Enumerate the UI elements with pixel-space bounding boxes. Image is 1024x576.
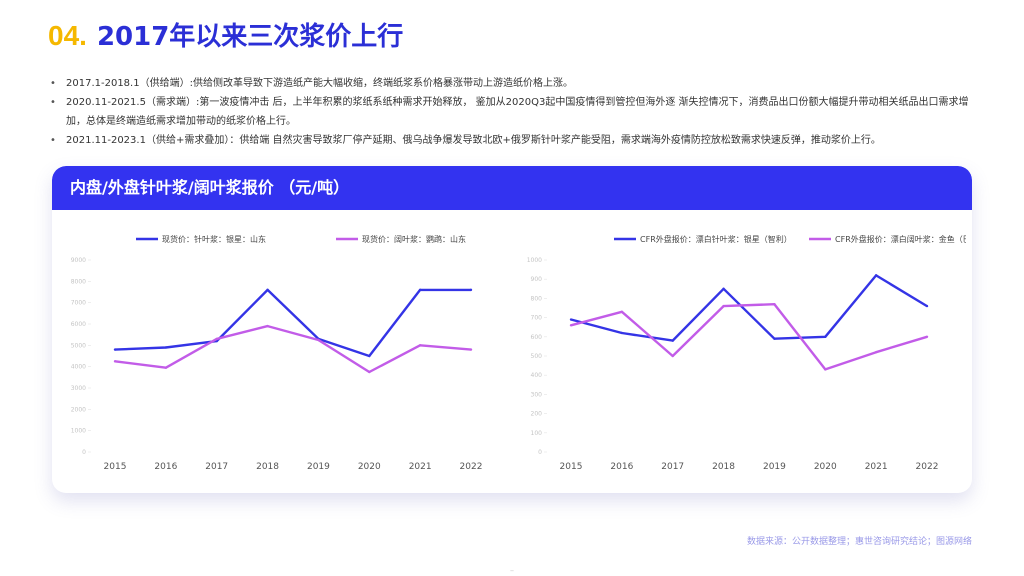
y-tick-label: 1000 bbox=[71, 428, 86, 435]
data-point bbox=[722, 287, 725, 290]
y-tick-label: 900 bbox=[531, 276, 543, 283]
x-tick-label: 2015 bbox=[104, 462, 127, 472]
domestic-price-chart-svg: 现货价：针叶浆：银星：山东 现货价：阔叶浆：鹦鹉：山东 0 1000 2000 3000 4… bbox=[71, 234, 483, 472]
y-tick-label: 800 bbox=[531, 295, 543, 302]
series-line bbox=[570, 274, 928, 342]
x-tick-label: 2020 bbox=[358, 462, 381, 472]
data-source-note: 数据来源：公开数据整理；惠世咨询研究结论；图源网络 bbox=[746, 537, 972, 547]
y-tick-label: 3000 bbox=[71, 385, 86, 392]
y-tick-label: 500 bbox=[531, 353, 543, 360]
legend-label: 现货价：针叶浆：银星：山东 bbox=[162, 234, 266, 244]
page-header: 04. 2017年以来三次浆价上行 bbox=[48, 16, 403, 53]
x-tick-label: 2022 bbox=[460, 462, 483, 472]
y-tick-label: 9000 bbox=[71, 257, 86, 264]
series-line bbox=[114, 288, 471, 358]
data-point bbox=[215, 337, 218, 341]
data-point bbox=[113, 348, 117, 351]
y-tick-label: 0 bbox=[82, 449, 86, 456]
data-point bbox=[925, 304, 929, 308]
domestic-price-chart: 现货价：针叶浆：银星：山东 现货价：阔叶浆：鹦鹉：山东 0 1000 2000 3000 4… bbox=[58, 210, 510, 490]
x-tick-label: 2019 bbox=[763, 462, 786, 472]
bullet-list: 2017.1-2018.1（供给端）:供给侧改革导致下游造纸产能大幅收缩，终端纸… bbox=[48, 74, 978, 150]
x-tick-label: 2019 bbox=[307, 462, 330, 472]
x-tick-label: 2016 bbox=[154, 462, 177, 472]
data-point bbox=[824, 335, 827, 338]
x-tick-label: 2021 bbox=[865, 462, 888, 472]
y-tick-label: 6000 bbox=[71, 321, 86, 328]
y-tick-label: 0 bbox=[538, 449, 542, 456]
data-point bbox=[368, 354, 371, 358]
data-point bbox=[113, 360, 117, 363]
bullet-item: 2021.11-2023.1（供给+需求叠加）：供给端 自然灾害导致浆厂停产延期… bbox=[48, 131, 978, 150]
x-tick-label: 2020 bbox=[814, 462, 837, 472]
data-point bbox=[874, 274, 878, 277]
data-point bbox=[773, 337, 776, 340]
data-point bbox=[368, 370, 371, 374]
data-point bbox=[671, 339, 674, 342]
legend-label: CFR外盘报价：漂白阔叶浆：金鱼（巴西） bbox=[835, 234, 966, 244]
data-point bbox=[266, 324, 269, 328]
y-tick-label: 100 bbox=[531, 430, 543, 437]
bullet-item: 2020.11-2021.5（需求端）:第一波疫情冲击 后，上半年积累的浆纸系纸… bbox=[48, 93, 978, 131]
data-point bbox=[874, 350, 878, 354]
card-title: 内盘/外盘针叶浆/阔叶浆报价 （元/吨） bbox=[52, 166, 972, 210]
data-point bbox=[569, 318, 573, 321]
data-point bbox=[620, 310, 624, 314]
legend-label: 现货价：阔叶浆：鹦鹉：山东 bbox=[362, 234, 466, 244]
x-tick-label: 2021 bbox=[409, 462, 432, 472]
x-tick-label: 2022 bbox=[916, 462, 939, 472]
series-line bbox=[570, 302, 928, 371]
x-tick-label: 2018 bbox=[256, 462, 279, 472]
y-tick-label: 200 bbox=[531, 411, 543, 418]
data-point bbox=[722, 304, 725, 308]
data-point bbox=[266, 288, 269, 292]
bullet-item: 2017.1-2018.1（供给端）:供给侧改革导致下游造纸产能大幅收缩，终端纸… bbox=[48, 74, 978, 93]
data-point bbox=[164, 346, 168, 349]
page-indicator: – bbox=[510, 566, 514, 575]
data-point bbox=[671, 354, 674, 358]
legend-label: CFR外盘报价：漂白针叶浆：银星（智利） bbox=[640, 234, 792, 244]
y-tick-label: 4000 bbox=[71, 364, 86, 371]
data-point bbox=[164, 366, 168, 369]
data-point bbox=[824, 368, 827, 371]
data-point bbox=[469, 348, 473, 351]
y-tick-label: 700 bbox=[531, 315, 543, 322]
data-point bbox=[773, 302, 776, 306]
data-point bbox=[620, 331, 624, 335]
section-number: 04. bbox=[48, 20, 87, 51]
x-tick-label: 2016 bbox=[610, 462, 633, 472]
y-tick-label: 7000 bbox=[71, 300, 86, 307]
data-point bbox=[569, 324, 573, 327]
data-point bbox=[469, 288, 473, 292]
y-tick-label: 8000 bbox=[71, 278, 86, 285]
y-tick-label: 2000 bbox=[71, 406, 86, 413]
import-price-chart: CFR外盘报价：漂白针叶浆：银星（智利） CFR外盘报价：漂白阔叶浆：金鱼（巴西）… bbox=[514, 210, 966, 490]
data-point bbox=[925, 335, 929, 338]
data-point bbox=[317, 338, 320, 342]
y-tick-label: 1000 bbox=[527, 257, 542, 264]
y-tick-label: 400 bbox=[531, 372, 543, 379]
y-tick-label: 300 bbox=[531, 391, 543, 398]
y-tick-label: 600 bbox=[531, 334, 543, 341]
x-tick-label: 2018 bbox=[712, 462, 735, 472]
y-tick-label: 5000 bbox=[71, 342, 86, 349]
data-point bbox=[418, 344, 422, 347]
x-tick-label: 2017 bbox=[661, 462, 684, 472]
series-line bbox=[114, 324, 472, 374]
import-price-chart-svg: CFR外盘报价：漂白针叶浆：银星（智利） CFR外盘报价：漂白阔叶浆：金鱼（巴西）… bbox=[527, 234, 966, 472]
page-title: 2017年以来三次浆价上行 bbox=[96, 22, 404, 52]
x-tick-label: 2017 bbox=[205, 462, 228, 472]
x-tick-label: 2015 bbox=[560, 462, 583, 472]
data-point bbox=[418, 288, 422, 292]
chart-card: 内盘/外盘针叶浆/阔叶浆报价 （元/吨） 现货价：针叶浆：银星：山东 现货价：阔叶… bbox=[52, 166, 972, 493]
